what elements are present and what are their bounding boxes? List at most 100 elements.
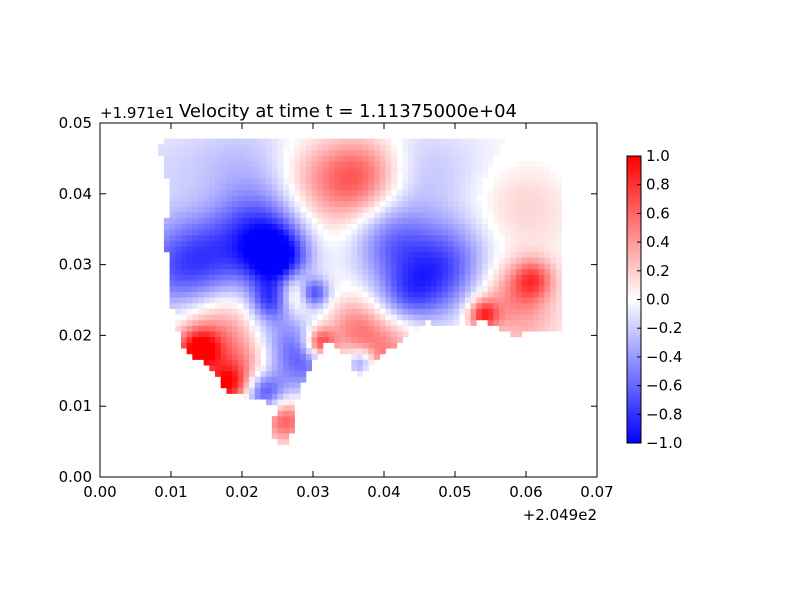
heatmap-cell xyxy=(215,178,222,185)
heatmap-cell xyxy=(163,234,170,241)
heatmap-cell xyxy=(249,393,256,400)
heatmap-cell xyxy=(317,240,324,247)
heatmap-cell xyxy=(362,331,369,338)
heatmap-cell xyxy=(197,200,205,207)
heatmap-cell xyxy=(277,206,284,213)
heatmap-cell xyxy=(459,138,466,145)
heatmap-cell xyxy=(499,223,506,230)
heatmap-cell xyxy=(243,234,250,241)
heatmap-cell xyxy=(504,302,511,309)
heatmap-cell xyxy=(283,223,290,230)
heatmap-cell xyxy=(175,285,182,292)
heatmap-cell xyxy=(322,166,330,173)
heatmap-cell xyxy=(215,234,222,241)
heatmap-cell xyxy=(550,263,557,270)
heatmap-cell xyxy=(345,319,352,326)
heatmap-cell xyxy=(476,217,483,224)
heatmap-cell xyxy=(351,268,358,275)
heatmap-cell xyxy=(197,223,205,230)
heatmap-cell xyxy=(464,291,472,298)
heatmap-cell xyxy=(396,217,403,224)
heatmap-cell xyxy=(402,280,409,287)
heatmap-cell xyxy=(283,348,290,355)
heatmap-cell xyxy=(374,348,381,355)
heatmap-cell xyxy=(317,268,324,275)
heatmap-cell xyxy=(180,268,188,275)
heatmap-cell xyxy=(288,263,295,270)
heatmap-cell xyxy=(175,246,182,253)
heatmap-cell xyxy=(481,302,489,309)
heatmap-cell xyxy=(311,149,318,156)
heatmap-cell xyxy=(476,189,483,196)
heatmap-cell xyxy=(374,240,381,247)
heatmap-cell xyxy=(499,274,506,281)
heatmap-cell xyxy=(169,212,176,219)
heatmap-cell xyxy=(277,229,284,236)
heatmap-cell xyxy=(175,308,182,315)
heatmap-cell xyxy=(328,183,335,190)
heatmap-cell xyxy=(300,172,307,179)
heatmap-cell xyxy=(175,229,182,236)
heatmap-cell xyxy=(527,268,534,275)
heatmap-cell xyxy=(385,342,392,349)
heatmap-cell xyxy=(317,257,324,264)
heatmap-cell xyxy=(362,166,369,173)
heatmap-cell xyxy=(413,285,420,292)
heatmap-cell xyxy=(283,200,290,207)
heatmap-cell xyxy=(266,200,273,207)
heatmap-cell xyxy=(300,263,307,270)
heatmap-cell xyxy=(283,302,290,309)
heatmap-cell xyxy=(385,200,392,207)
heatmap-cell xyxy=(271,285,278,292)
heatmap-cell xyxy=(322,178,330,185)
heatmap-cell xyxy=(283,433,290,440)
heatmap-cell xyxy=(533,189,540,196)
heatmap-cell xyxy=(294,246,301,253)
heatmap-cell xyxy=(510,297,517,304)
heatmap-cell xyxy=(186,223,193,230)
heatmap-cell xyxy=(215,183,222,190)
heatmap-cell xyxy=(305,234,312,241)
heatmap-cell xyxy=(203,217,210,224)
heatmap-cell xyxy=(180,138,188,145)
heatmap-cell xyxy=(220,178,227,185)
heatmap-cell xyxy=(493,217,500,224)
heatmap-cell xyxy=(300,161,307,168)
heatmap-cell xyxy=(379,195,386,202)
heatmap-cell xyxy=(362,183,369,190)
heatmap-cell xyxy=(447,212,454,219)
heatmap-cell xyxy=(237,387,244,394)
heatmap-cell xyxy=(345,178,352,185)
heatmap-cell xyxy=(476,302,483,309)
heatmap-cell xyxy=(357,348,364,355)
heatmap-cell xyxy=(294,387,301,394)
heatmap-cell xyxy=(533,223,540,230)
heatmap-cell xyxy=(362,336,369,343)
heatmap-cell xyxy=(334,229,341,236)
heatmap-cell xyxy=(328,314,335,321)
heatmap-cell xyxy=(197,336,205,343)
heatmap-cell xyxy=(288,325,295,332)
heatmap-cell xyxy=(254,223,261,230)
heatmap-cell xyxy=(277,297,284,304)
heatmap-cell xyxy=(271,308,278,315)
heatmap-cell xyxy=(334,342,341,349)
heatmap-cell xyxy=(362,348,369,355)
heatmap-cell xyxy=(374,149,381,156)
heatmap-cell xyxy=(527,195,534,202)
heatmap-cell xyxy=(197,206,205,213)
heatmap-cell xyxy=(516,331,523,338)
heatmap-cell xyxy=(283,314,290,321)
heatmap-cell xyxy=(180,246,188,253)
heatmap-cell xyxy=(391,268,398,275)
heatmap-cell xyxy=(425,172,432,179)
heatmap-cell xyxy=(453,257,460,264)
heatmap-cell xyxy=(203,178,210,185)
heatmap-cell xyxy=(419,178,426,185)
heatmap-cell xyxy=(362,359,369,366)
heatmap-cell xyxy=(447,166,454,173)
heatmap-cell xyxy=(379,314,386,321)
heatmap-cell xyxy=(362,342,369,349)
heatmap-cell xyxy=(294,155,301,162)
heatmap-cell xyxy=(334,149,341,156)
